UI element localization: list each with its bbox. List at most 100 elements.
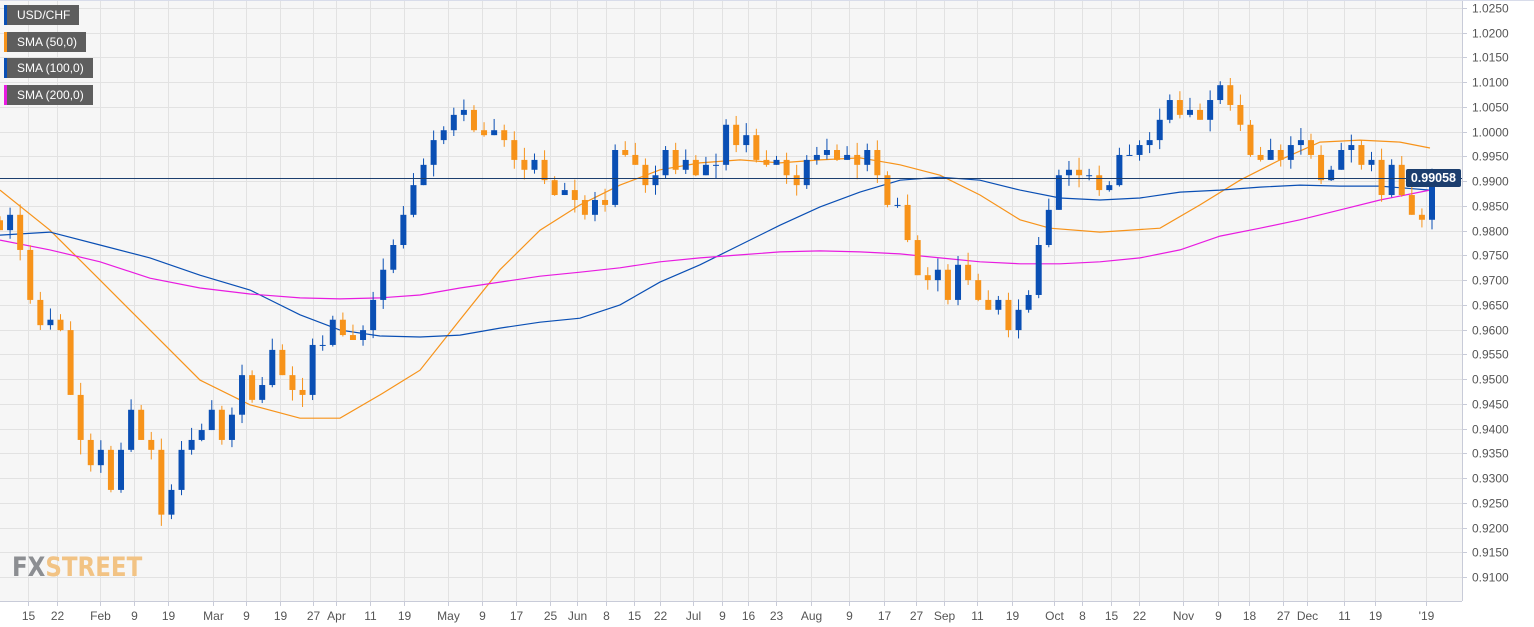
candle-bearish <box>349 335 356 340</box>
candle-bullish <box>612 150 619 205</box>
y-tick-label: 1.0200 <box>1472 27 1509 41</box>
legend-sma-50[interactable]: SMA (50,0) <box>4 31 87 52</box>
sma-line-50 <box>0 139 1431 419</box>
x-tick-label: 17 <box>878 609 892 623</box>
x-tick-label: May <box>437 609 460 623</box>
candle-bearish <box>632 154 639 165</box>
candle-bearish <box>1398 164 1405 196</box>
candle-bearish <box>793 175 800 186</box>
candle-bullish <box>400 214 407 246</box>
candles <box>0 77 1435 526</box>
y-tick-label: 1.0250 <box>1472 2 1509 16</box>
candle-bearish <box>1247 124 1254 155</box>
candle-bearish <box>551 180 558 196</box>
candle-bearish <box>1237 104 1244 125</box>
candle-bullish <box>239 375 246 415</box>
x-tick-label: 16 <box>742 609 756 623</box>
legend-sma-200[interactable]: SMA (200,0) <box>4 84 93 105</box>
legend: USD/CHF SMA (50,0) SMA (100,0) SMA (200,… <box>4 5 93 111</box>
x-tick-label: 19 <box>398 609 412 623</box>
candle-bullish <box>1368 159 1375 165</box>
x-tick-label: 8 <box>1079 609 1086 623</box>
candle-bullish <box>1025 294 1032 310</box>
y-tick-label: 0.9450 <box>1472 398 1509 412</box>
candle-bullish <box>380 269 387 300</box>
candle-bearish <box>854 154 861 165</box>
candle-bullish <box>531 159 538 170</box>
candle-bearish <box>0 220 3 231</box>
candle-bearish <box>924 275 931 281</box>
y-tick-label: 0.9500 <box>1472 373 1509 387</box>
candle-bullish <box>813 154 820 160</box>
candle-bullish <box>662 150 669 176</box>
y-tick-label: 0.9650 <box>1472 299 1509 313</box>
y-tick-label: 0.9200 <box>1472 522 1509 536</box>
candle-bearish <box>672 150 679 170</box>
y-tick-label: 0.9100 <box>1472 571 1509 585</box>
candle-bullish <box>228 414 235 440</box>
candle-bullish <box>773 159 780 165</box>
candle-bearish <box>37 299 44 326</box>
candle-bullish <box>1126 154 1133 156</box>
candle-bearish <box>581 199 588 215</box>
candle-bearish <box>622 150 629 155</box>
candle-bearish <box>1358 145 1365 165</box>
candle-bullish <box>410 185 417 215</box>
candle-bullish <box>259 385 266 400</box>
candle-bullish <box>1015 309 1022 331</box>
plot-background <box>0 0 1462 601</box>
candle-bullish <box>7 214 14 231</box>
y-tick-label: 0.9900 <box>1472 175 1509 189</box>
sma-line-200 <box>0 189 1431 300</box>
candle-bearish <box>642 164 649 186</box>
candle-bullish <box>390 245 397 270</box>
x-tick-label: 27 <box>910 609 924 623</box>
x-tick-label: 8 <box>603 609 610 623</box>
x-tick-label: Aug <box>801 609 822 623</box>
x-tick-label: Feb <box>90 609 111 623</box>
candle-bullish <box>1338 150 1345 170</box>
candle-bullish <box>1106 185 1113 191</box>
candle-bullish <box>1287 145 1294 160</box>
y-tick-label: 0.9950 <box>1472 150 1509 164</box>
x-tick-label: 15 <box>628 609 642 623</box>
candle-bearish <box>77 394 84 440</box>
candle-bullish <box>1267 150 1274 160</box>
y-tick-label: 0.9350 <box>1472 447 1509 461</box>
y-tick-label: 0.9250 <box>1472 497 1509 511</box>
candle-bullish <box>1166 100 1173 120</box>
candle-bullish <box>309 344 316 395</box>
x-tick-label: 9 <box>1215 609 1222 623</box>
candle-bearish <box>1408 195 1415 215</box>
candle-bullish <box>743 135 750 146</box>
candle-bullish <box>723 124 730 165</box>
x-tick-label: Mar <box>203 609 224 623</box>
candle-bearish <box>87 439 94 466</box>
candle-bullish <box>844 154 851 160</box>
y-tick-label: 0.9600 <box>1472 324 1509 338</box>
x-tick-label: 15 <box>22 609 36 623</box>
candle-bearish <box>521 159 528 170</box>
candle-bearish <box>289 375 296 390</box>
candle-bearish <box>138 409 145 440</box>
x-axis: 15 22 Feb 9 19 Mar 9 19 27 Apr 11 19 May 9 17 25 Jun 8 15 2… <box>22 601 1435 623</box>
x-tick-label: '19 <box>1419 609 1435 623</box>
legend-sma-100[interactable]: SMA (100,0) <box>4 58 93 78</box>
candle-bearish <box>965 264 972 281</box>
candle-bullish <box>934 269 941 281</box>
candle-bearish <box>985 299 992 310</box>
candle-bearish <box>158 449 165 515</box>
candle-bullish <box>47 319 54 326</box>
candle-bearish <box>944 269 951 300</box>
candle-bullish <box>178 449 185 490</box>
candle-bearish <box>834 150 841 160</box>
candle-bearish <box>67 330 74 395</box>
candle-bearish <box>975 280 982 300</box>
legend-usdchf[interactable]: USD/CHF <box>4 5 80 25</box>
candle-bullish <box>370 299 377 331</box>
candle-bullish <box>97 449 104 466</box>
candle-bullish <box>269 349 276 386</box>
candle-bullish <box>430 140 437 165</box>
candle-bearish <box>1197 109 1204 120</box>
candle-bullish <box>1146 140 1153 146</box>
